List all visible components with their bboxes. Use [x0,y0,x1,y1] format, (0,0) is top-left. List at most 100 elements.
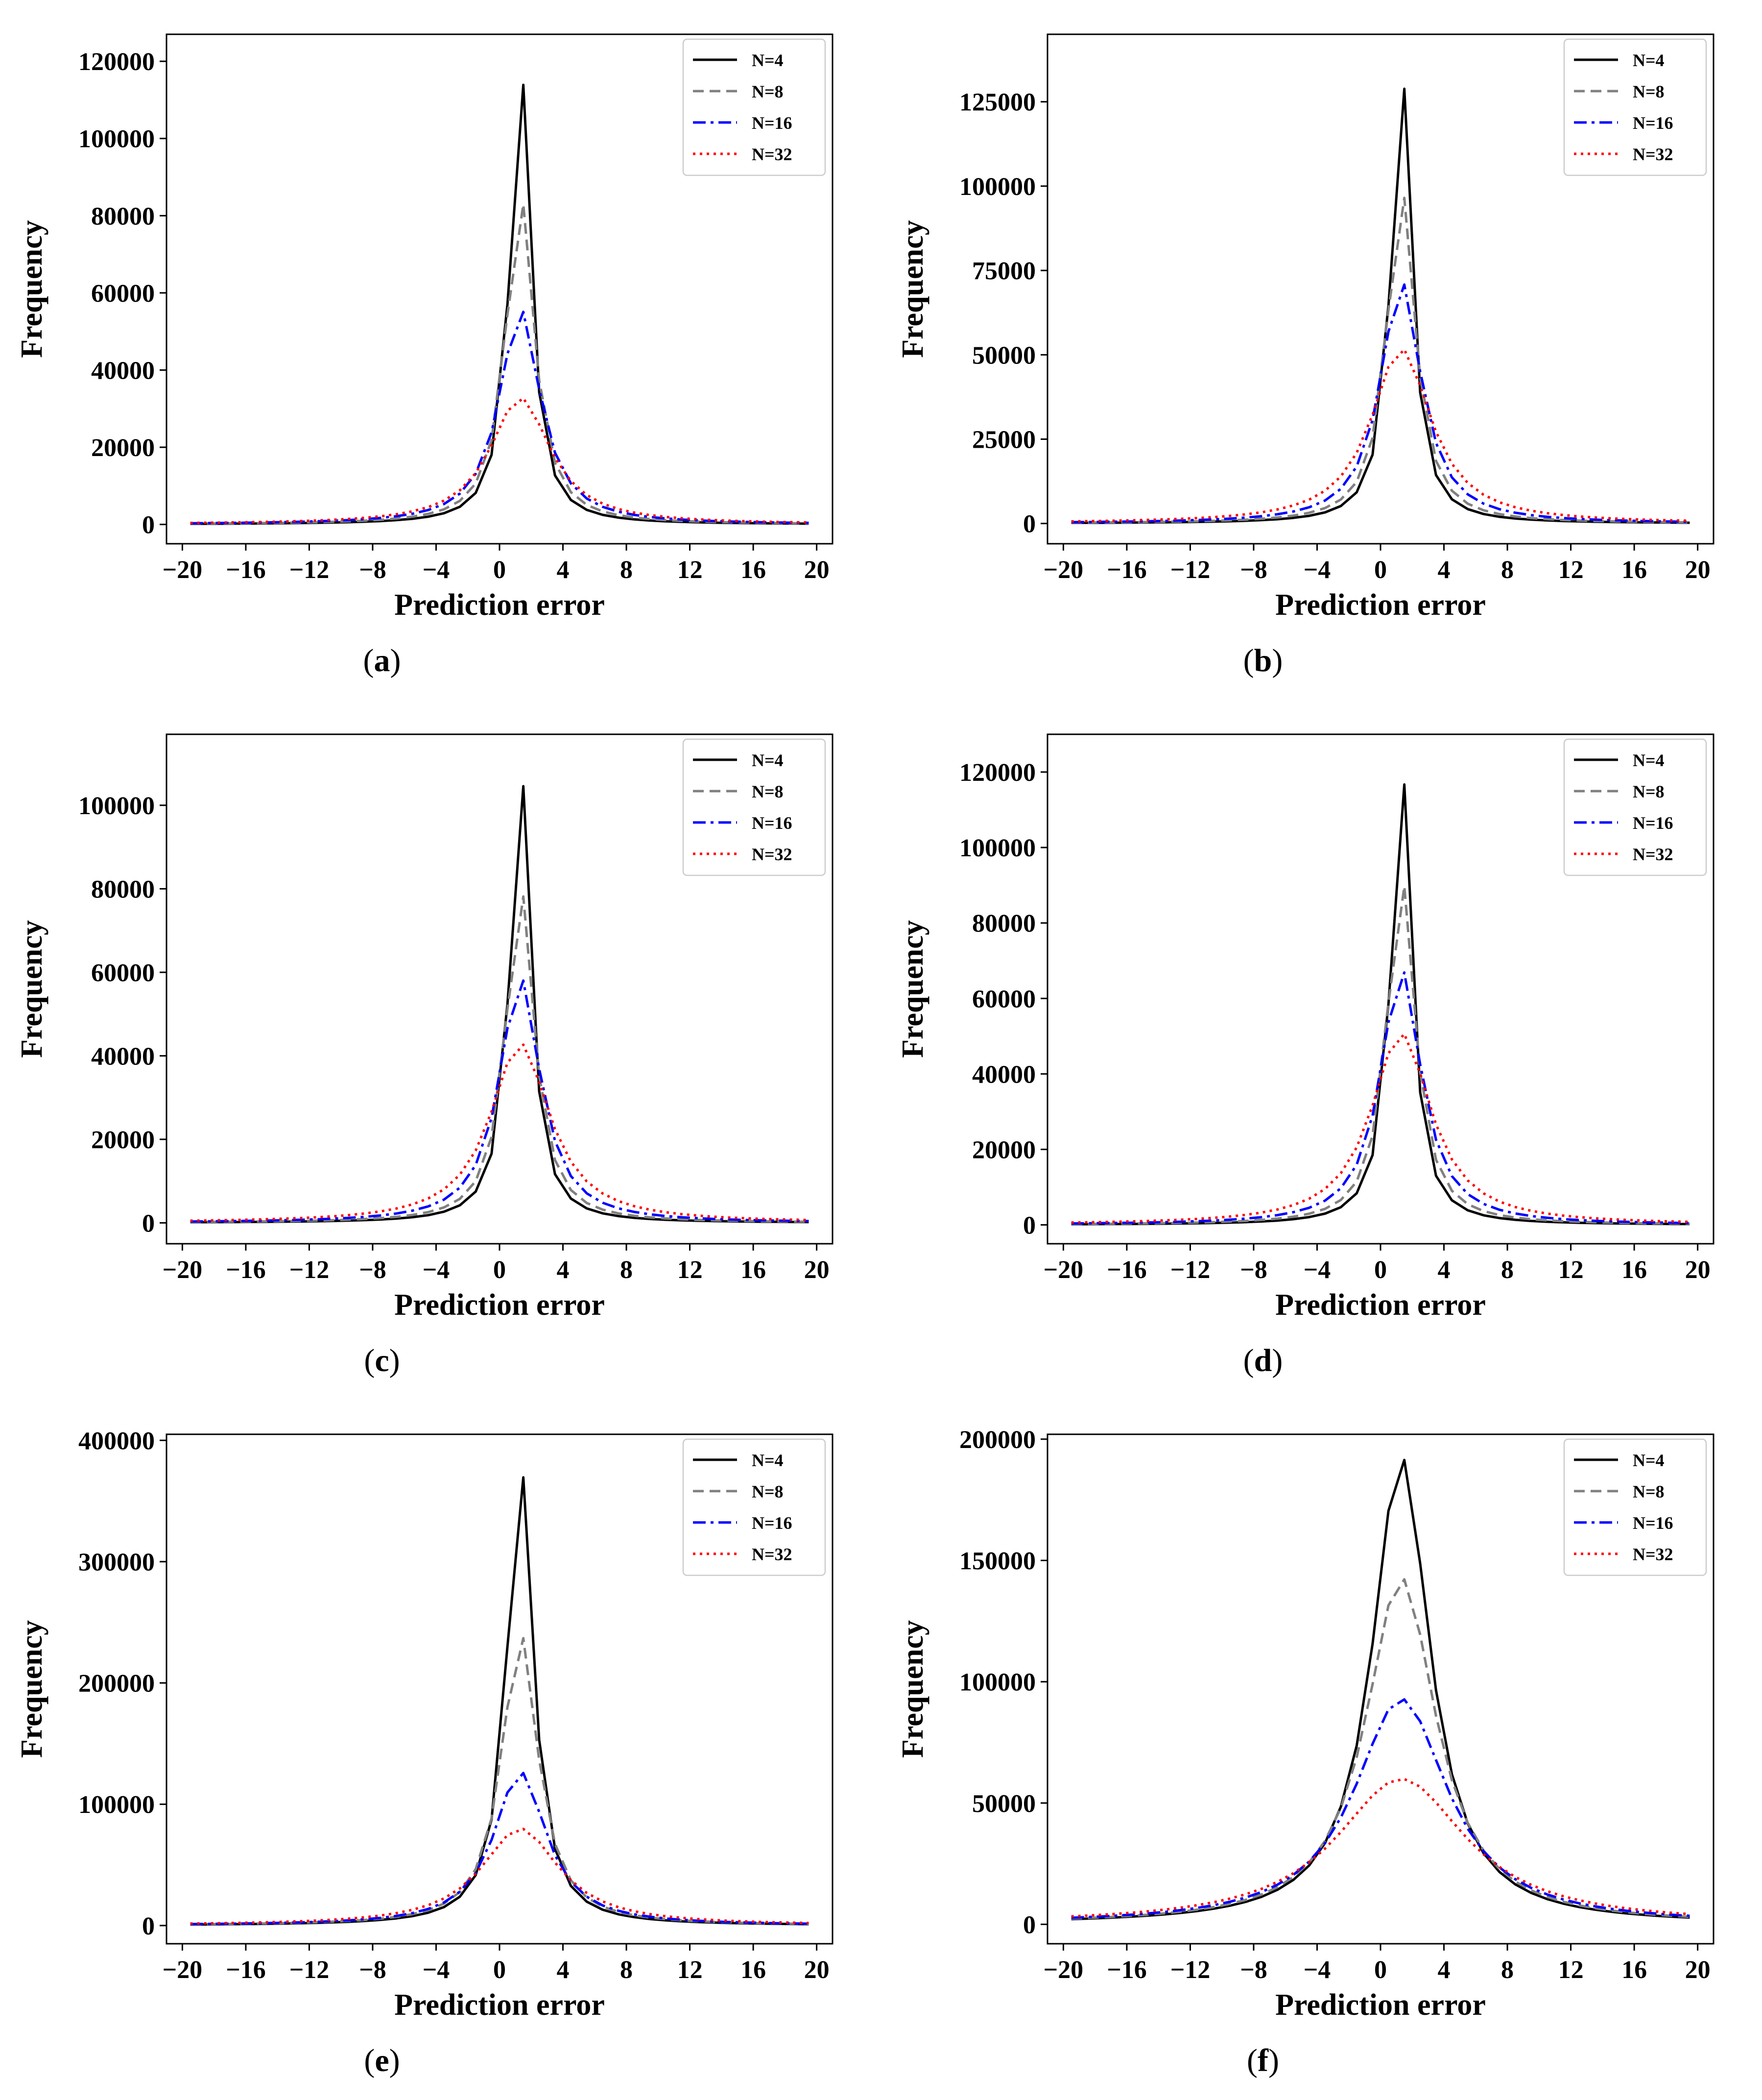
series-group [190,785,809,1224]
chart-f: −20 −16 −12 −8 −4 0 4 8 12 16 20 0 50000 100000 150000… [896,1426,1714,2078]
x-tick-label: −8 [359,1956,386,1984]
x-tick-label: −8 [359,1256,386,1284]
series-line-n32 [190,1828,809,1925]
series-line-n16 [1071,1698,1690,1919]
y-tick-label: 20000 [972,1136,1036,1164]
x-tick-label: 0 [1374,556,1387,584]
x-tick-label: −12 [289,1956,330,1984]
x-tick-label: −20 [163,1956,203,1984]
x-tick-label: −8 [1240,1956,1267,1984]
x-tick-label: −12 [1170,556,1211,584]
series-group [1071,1458,1690,1921]
y-axis-title: Frequency [896,220,929,358]
x-tick-label: 12 [1558,1256,1584,1284]
y-tick-label: 100000 [959,834,1036,862]
legend-label: N=8 [1633,782,1665,801]
x-tick-label: 8 [1501,1956,1514,1984]
caption-letter: a [374,643,390,678]
series-line-n8 [1071,1578,1690,1920]
y-tick-label: 40000 [91,1042,155,1070]
legend-label: N=16 [752,813,792,833]
y-tick-label: 80000 [91,875,155,903]
x-tick-label: −20 [163,1256,203,1284]
panel-b: −20 −16 −12 −8 −4 0 4 8 12 16 20 0 25000 50000 75000 10… [881,0,1762,700]
caption-letter: e [375,2043,389,2078]
x-tick-label: 4 [1438,1256,1451,1284]
x-tick-label: 16 [1621,1256,1647,1284]
y-tick-label: 60000 [972,985,1036,1013]
chart-d: −20 −16 −12 −8 −4 0 4 8 12 16 20 0 20000 40000 60000 80… [896,733,1714,1378]
y-tick-label: 120000 [959,759,1036,787]
y-tick-label: 20000 [91,434,155,462]
x-tick-label: 16 [740,1256,766,1284]
y-tick-label: 50000 [972,341,1036,369]
x-tick-label: −20 [163,556,203,584]
y-tick-label: 50000 [972,1790,1036,1818]
legend-box [682,738,826,876]
panel-d: −20 −16 −12 −8 −4 0 4 8 12 16 20 0 20000 40000 60000 80… [881,700,1762,1400]
panel-a: −20 −16 −12 −8 −4 0 4 8 12 16 20 0 20000 40000 60000 80… [0,0,881,700]
x-tick-label: 20 [804,1256,830,1284]
y-tick-label: 100000 [959,1668,1036,1696]
x-tick-label: 12 [1558,1956,1584,1984]
panel-caption: (b) [1243,643,1283,678]
y-tick-label: 0 [1023,510,1036,538]
panel-f: −20 −16 −12 −8 −4 0 4 8 12 16 20 0 50000 100000 150000… [881,1400,1762,2100]
legend-label: N=16 [1633,1513,1673,1533]
x-axis-title: Prediction error [394,1288,605,1322]
x-tick-label: −16 [1107,556,1147,584]
x-tick-label: 16 [740,1956,766,1984]
x-tick-label: −12 [1170,1956,1211,1984]
series-line-n8 [190,203,809,525]
legend-label: N=4 [1633,50,1665,70]
x-tick-label: 20 [1685,1256,1711,1284]
legend-box [682,1438,826,1576]
y-tick-label: 75000 [972,257,1036,285]
legend-label: N=32 [1633,1545,1673,1564]
panel-e: −20 −16 −12 −8 −4 0 4 8 12 16 20 0 100000 200000 30000… [0,1400,881,2100]
legend-label: N=8 [752,1482,784,1501]
legend-label: N=32 [752,1545,792,1564]
x-tick-label: 12 [677,1256,703,1284]
x-tick-label: −8 [1240,556,1267,584]
x-axis-title: Prediction error [394,588,605,622]
x-tick-label: 8 [620,1956,633,1984]
chart-c: −20 −16 −12 −8 −4 0 4 8 12 16 20 0 20000 40000 60000 80… [15,733,833,1378]
x-tick-label: 12 [677,1956,703,1984]
caption-letter: f [1258,2043,1269,2078]
x-tick-label: −4 [423,1956,450,1984]
x-tick-label: −8 [1240,1256,1267,1284]
y-tick-label: 80000 [972,910,1036,938]
y-tick-label: 0 [1023,1911,1036,1939]
legend-label: N=8 [1633,82,1665,101]
x-tick-label: 20 [804,556,830,584]
legend: N=4 N=8 N=16 N=32 [1563,38,1707,176]
x-tick-label: 8 [620,556,633,584]
x-tick-label: −4 [1304,1956,1331,1984]
series-line-n16 [1071,283,1690,524]
x-tick-label: 4 [1438,1956,1451,1984]
series-line-n16 [190,311,809,525]
x-tick-label: 20 [1685,1956,1711,1984]
legend-box [1563,1438,1707,1576]
x-tick-label: −12 [1170,1256,1211,1284]
panel-caption: (d) [1243,1343,1283,1378]
x-tick-label: −4 [423,556,450,584]
series-group [190,1476,809,1926]
y-tick-label: 80000 [91,202,155,230]
legend-label: N=16 [1633,113,1673,133]
x-axis-title: Prediction error [1275,588,1486,622]
y-tick-label: 0 [142,511,155,539]
y-tick-label: 60000 [91,280,155,308]
y-tick-label: 150000 [959,1547,1036,1575]
y-tick-label: 125000 [959,89,1036,117]
legend: N=4 N=8 N=16 N=32 [682,1438,826,1576]
y-tick-label: 20000 [91,1126,155,1154]
caption-letter: b [1254,643,1272,678]
panel-caption: (c) [364,1343,400,1378]
x-tick-label: −20 [1044,556,1084,584]
y-tick-label: 60000 [91,959,155,987]
legend-label: N=32 [1633,145,1673,164]
x-tick-label: 0 [1374,1956,1387,1984]
